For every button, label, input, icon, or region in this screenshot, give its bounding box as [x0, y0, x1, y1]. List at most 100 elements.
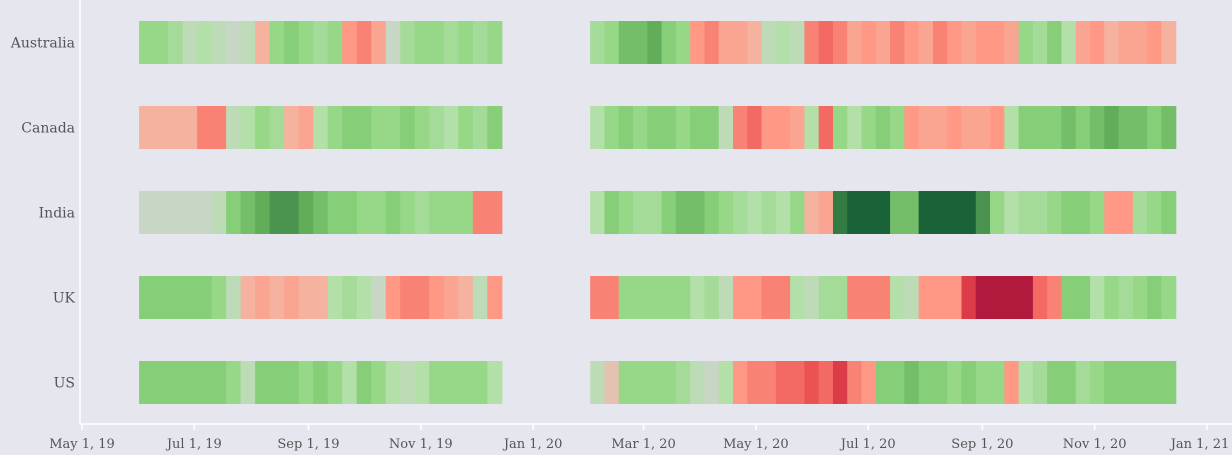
- heatmap-cell: [932, 21, 948, 64]
- heatmap-cell: [400, 361, 416, 404]
- heatmap-cell: [414, 361, 430, 404]
- heatmap-cell: [385, 276, 401, 319]
- heatmap-row-india-segment-1: [139, 191, 503, 234]
- heatmap-cell: [153, 21, 169, 64]
- heatmap-cell: [313, 106, 329, 149]
- heatmap-cell: [414, 106, 430, 149]
- heatmap-cell: [342, 21, 358, 64]
- heatmap-cell: [1118, 21, 1134, 64]
- heatmap-cell: [487, 106, 503, 149]
- heatmap-cell: [356, 106, 372, 149]
- heatmap-cell: [313, 276, 329, 319]
- heatmap-cell: [661, 106, 677, 149]
- heatmap-cell: [804, 276, 820, 319]
- heatmap-cell: [732, 191, 748, 234]
- heatmap-cell: [211, 191, 227, 234]
- heatmap-cell: [1118, 191, 1134, 234]
- heatmap-cell: [732, 106, 748, 149]
- heatmap-cell: [327, 106, 343, 149]
- heatmap-cell: [1018, 191, 1034, 234]
- heatmap-cell: [197, 191, 213, 234]
- y-label-india: India: [39, 206, 75, 222]
- heatmap-cell: [961, 276, 977, 319]
- heatmap-row-india-segment-2: [590, 191, 1177, 234]
- heatmap-cell: [990, 361, 1005, 404]
- heatmap-cell: [1147, 361, 1163, 404]
- heatmap-cell: [990, 106, 1005, 149]
- heatmap-cell: [240, 106, 256, 149]
- heatmap-cell: [458, 191, 474, 234]
- heatmap-row-australia-segment-1: [139, 21, 503, 64]
- heatmap-cell: [875, 21, 891, 64]
- heatmap-cell: [718, 276, 734, 319]
- heatmap-cell: [255, 361, 271, 404]
- heatmap-cell: [990, 21, 1005, 64]
- heatmap-cell: [472, 276, 488, 319]
- heatmap-cell: [168, 276, 184, 319]
- heatmap-cell: [718, 21, 734, 64]
- heatmap-cell: [226, 361, 242, 404]
- heatmap-cell: [342, 191, 358, 234]
- heatmap-cell: [255, 191, 271, 234]
- y-label-us: US: [54, 376, 75, 392]
- heatmap-cell: [1032, 21, 1048, 64]
- heatmap-cell: [890, 191, 905, 234]
- heatmap-cell: [875, 276, 891, 319]
- heatmap-cell: [633, 276, 648, 319]
- heatmap-cell: [1090, 106, 1105, 149]
- heatmap-cell: [790, 106, 805, 149]
- heatmap-cell: [255, 21, 271, 64]
- heatmap-cell: [240, 276, 256, 319]
- x-tick-label: Mar 1, 20: [611, 437, 676, 452]
- heatmap-cell: [604, 191, 620, 234]
- heatmap-cell: [429, 191, 445, 234]
- heatmap-cell: [255, 276, 271, 319]
- x-tick-label: Nov 1, 19: [389, 437, 453, 452]
- heatmap-cell: [1090, 191, 1105, 234]
- heatmap-cell: [284, 361, 300, 404]
- heatmap-row-australia-segment-2: [590, 21, 1177, 64]
- heatmap-cell: [975, 361, 991, 404]
- heatmap-cell: [1061, 21, 1077, 64]
- heatmap-cell: [804, 191, 820, 234]
- heatmap-cell: [356, 361, 372, 404]
- heatmap-bands: [139, 21, 1177, 404]
- heatmap-cell: [647, 191, 663, 234]
- heatmap-cell: [704, 191, 720, 234]
- heatmap-cell: [1104, 191, 1120, 234]
- heatmap-cell: [1004, 106, 1020, 149]
- heatmap-cell: [1118, 106, 1134, 149]
- heatmap-cell: [429, 106, 445, 149]
- heatmap-cell: [633, 361, 648, 404]
- heatmap-cell: [443, 361, 459, 404]
- heatmap-cell: [761, 361, 777, 404]
- heatmap-cell: [904, 106, 920, 149]
- heatmap-cell: [775, 191, 791, 234]
- heatmap-cell: [1132, 276, 1148, 319]
- heatmap-cell: [1147, 191, 1163, 234]
- heatmap-cell: [633, 106, 648, 149]
- heatmap-cell: [604, 106, 620, 149]
- heatmap-cell: [226, 21, 242, 64]
- heatmap-cell: [1161, 361, 1177, 404]
- heatmap-cell: [618, 191, 634, 234]
- heatmap-cell: [139, 191, 155, 234]
- heatmap-cell: [1032, 191, 1048, 234]
- heatmap-cell: [443, 191, 459, 234]
- heatmap-cell: [1118, 276, 1134, 319]
- heatmap-cell: [732, 361, 748, 404]
- heatmap-cell: [847, 361, 863, 404]
- heatmap-cell: [487, 361, 503, 404]
- heatmap-cell: [385, 361, 401, 404]
- heatmap-cell: [1032, 276, 1048, 319]
- heatmap-cell: [1075, 106, 1091, 149]
- heatmap-cell: [604, 21, 620, 64]
- heatmap-cell: [932, 106, 948, 149]
- heatmap-row-us-segment-2: [590, 361, 1177, 404]
- x-tick-label: Jan 1, 20: [502, 437, 563, 452]
- heatmap-cell: [226, 191, 242, 234]
- heatmap-cell: [775, 106, 791, 149]
- heatmap-row-canada-segment-1: [139, 106, 503, 149]
- heatmap-cell: [647, 361, 663, 404]
- heatmap-cell: [197, 361, 213, 404]
